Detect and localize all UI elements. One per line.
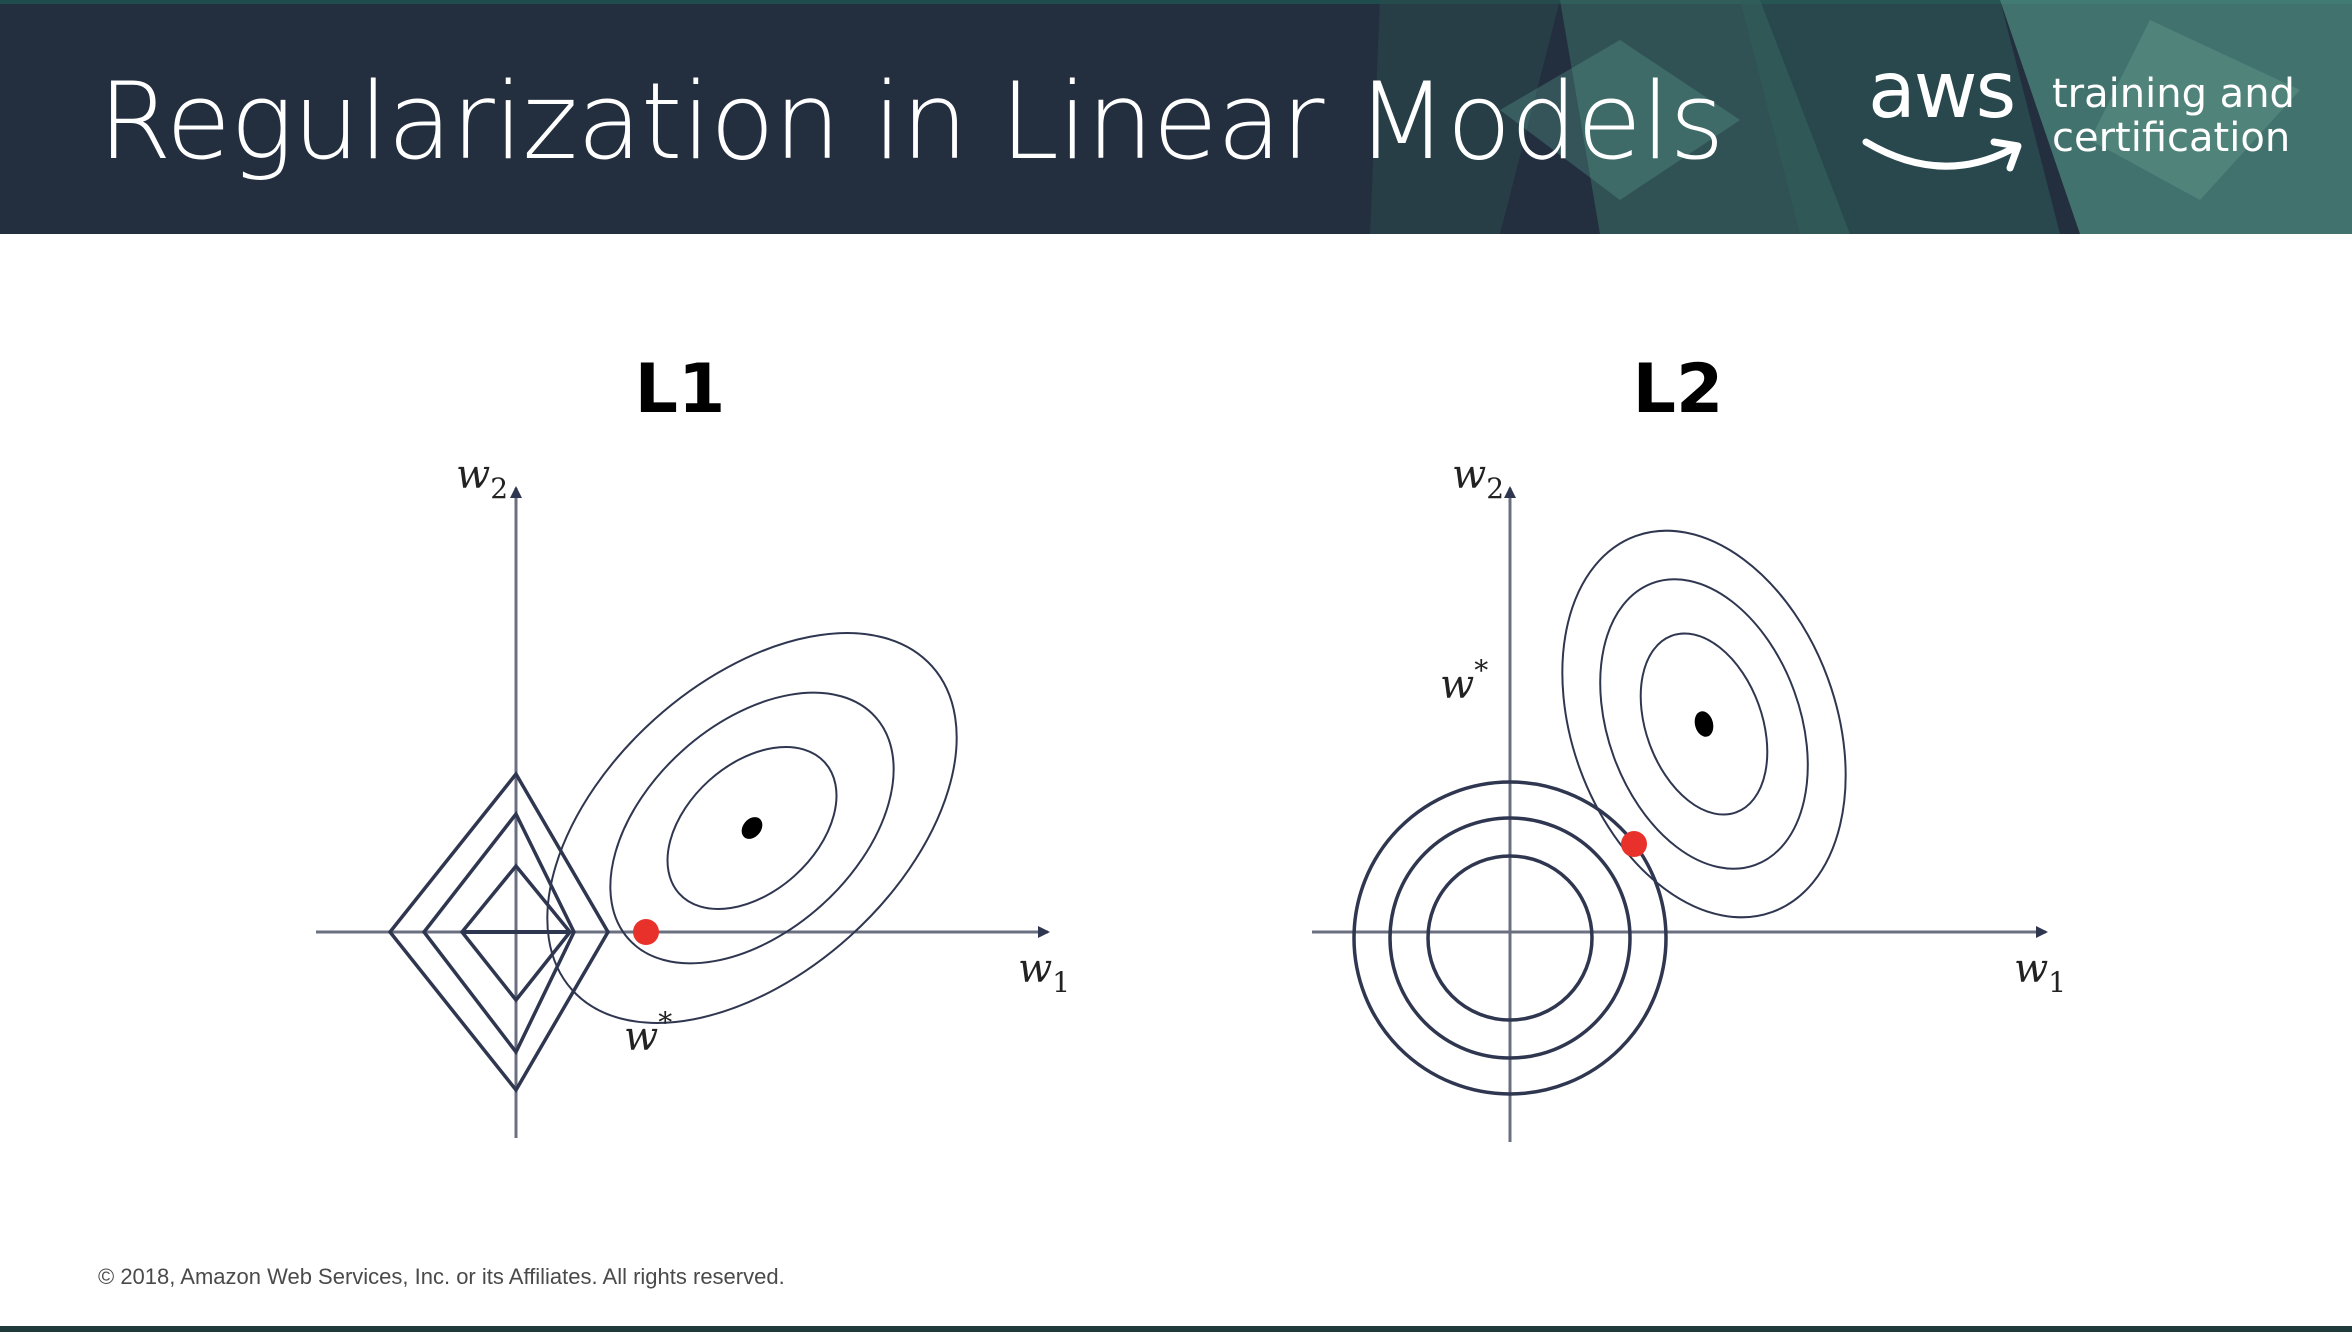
bottom-bar xyxy=(0,1326,2352,1332)
l2-diagram: L2 w2 w1 w* xyxy=(1312,350,2066,1142)
header-banner: Regularization in Linear Models aws trai… xyxy=(0,0,2352,234)
l1-diamond-outer xyxy=(387,770,611,1094)
decor-shape-4 xyxy=(2000,0,2352,234)
l1-loss-contours xyxy=(546,632,958,1024)
header-top-line xyxy=(0,0,2352,4)
l1-diamond-inner xyxy=(459,863,573,1003)
l2-loss-contour-inner xyxy=(1639,632,1769,816)
l2-circle-middle xyxy=(1388,816,1632,1060)
l1-constraint-diamonds xyxy=(387,770,611,1094)
l1-x-axis-label: w1 xyxy=(1018,946,1070,999)
l2-loss-minimum-dot xyxy=(1694,711,1714,737)
decor-shape-3 xyxy=(1740,0,2060,234)
header-decor-shapes xyxy=(1370,0,2352,234)
l1-optimum-label: w* xyxy=(624,1006,672,1060)
aws-logo-tagline: training and certification xyxy=(2052,72,2295,160)
l2-constraint-circles xyxy=(1352,780,1668,1096)
l2-title: L2 xyxy=(1633,350,1724,429)
tagline-line-2: certification xyxy=(2052,115,2291,161)
tagline-line-1: training and xyxy=(2052,71,2295,117)
l2-loss-contour-middle xyxy=(1599,578,1809,870)
l1-loss-contour-inner xyxy=(666,745,838,911)
l2-circle-inner xyxy=(1426,854,1594,1022)
slide-title: Regularization in Linear Models xyxy=(98,60,1725,183)
l2-loss-contours xyxy=(1561,529,1847,919)
l1-diamond-middle xyxy=(421,810,576,1056)
l1-loss-minimum-dot xyxy=(741,817,763,839)
l2-x-axis-label: w1 xyxy=(2014,946,2066,999)
l1-loss-contour-middle xyxy=(609,691,895,965)
l2-loss-contour-outer xyxy=(1561,529,1847,919)
aws-logo-wordmark: aws xyxy=(1868,46,2016,136)
l2-circle-outer xyxy=(1352,780,1668,1096)
l1-solution-point xyxy=(633,919,659,945)
l2-y-axis-label: w2 xyxy=(1452,452,1504,505)
l2-optimum-label: w* xyxy=(1440,654,1488,708)
l1-loss-contour-outer xyxy=(546,632,958,1024)
l1-y-axis-label: w2 xyxy=(456,452,508,505)
l2-solution-point xyxy=(1621,831,1647,857)
l1-title: L1 xyxy=(635,350,726,429)
decor-shape-1 xyxy=(1370,0,1560,234)
copyright-footer: © 2018, Amazon Web Services, Inc. or its… xyxy=(98,1264,785,1289)
decor-shape-5 xyxy=(1500,40,1740,200)
l1-diagram: L1 w2 w1 w* xyxy=(316,350,1070,1138)
decor-shape-6 xyxy=(2090,20,2300,200)
aws-smile-icon xyxy=(1862,138,2022,172)
